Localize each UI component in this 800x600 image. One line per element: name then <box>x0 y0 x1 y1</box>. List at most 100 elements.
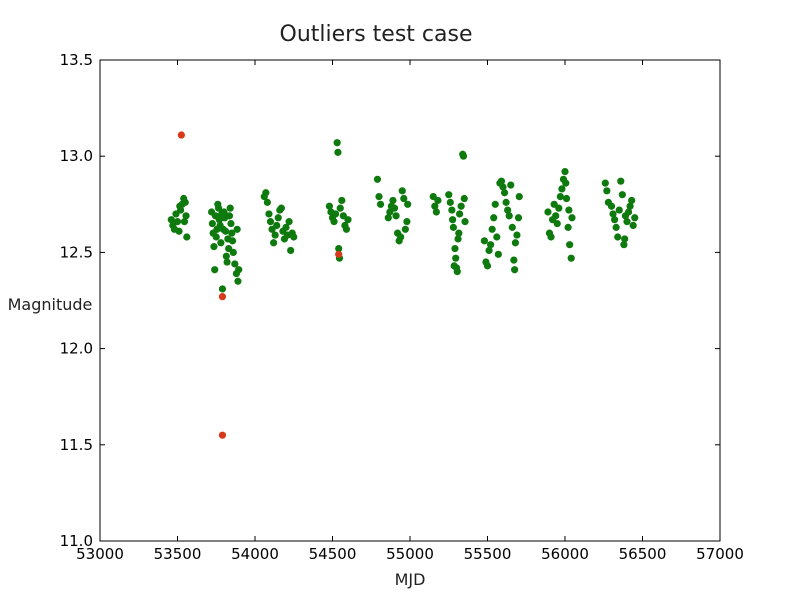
data-point <box>445 191 453 199</box>
x-tick-label: 57000 <box>696 545 744 563</box>
x-axis-label: MJD <box>395 570 426 589</box>
data-point <box>400 194 408 203</box>
data-point <box>515 193 523 201</box>
x-tick-label: 54000 <box>231 545 279 563</box>
data-point <box>490 214 498 222</box>
data-point <box>265 210 273 218</box>
data-point <box>274 214 282 222</box>
data-point <box>335 244 343 253</box>
data-point <box>432 208 440 216</box>
data-point <box>491 200 499 208</box>
data-point <box>493 233 501 241</box>
data-point <box>217 239 225 247</box>
data-point <box>333 139 341 147</box>
data-point <box>392 212 400 220</box>
data-point <box>544 208 552 216</box>
data-point <box>459 152 468 160</box>
chart-title: Outliers test case <box>280 22 473 47</box>
data-point <box>607 202 616 210</box>
data-point <box>457 202 465 210</box>
outlier-point <box>177 131 185 139</box>
data-point <box>325 202 333 210</box>
data-point <box>277 204 285 212</box>
data-point <box>618 191 626 199</box>
data-point <box>226 204 234 212</box>
data-point <box>508 223 516 231</box>
data-point <box>450 262 458 270</box>
x-tick-label: 53500 <box>154 545 202 563</box>
data-point <box>609 210 617 218</box>
data-point <box>332 210 340 218</box>
data-point <box>631 214 639 222</box>
data-point <box>282 223 290 231</box>
data-point <box>562 179 570 187</box>
data-point <box>453 268 461 276</box>
plot-area <box>99 59 721 542</box>
y-tick-label: 11.0 <box>60 532 93 550</box>
data-point <box>623 218 631 226</box>
data-point <box>338 196 346 205</box>
data-point <box>403 218 411 226</box>
data-point <box>451 244 459 253</box>
data-point <box>434 196 442 205</box>
data-point <box>513 231 521 239</box>
data-point <box>547 233 555 241</box>
data-point <box>214 204 223 212</box>
data-point <box>235 266 243 274</box>
data-point <box>480 237 488 245</box>
data-point <box>384 214 392 222</box>
data-point <box>285 218 293 226</box>
data-point <box>225 212 234 220</box>
data-point <box>221 227 230 235</box>
data-point <box>483 262 492 270</box>
data-point <box>273 221 281 230</box>
data-point <box>553 219 561 228</box>
data-point <box>567 254 575 262</box>
data-point <box>617 177 625 185</box>
data-point <box>500 189 509 197</box>
y-tick-label: 13.0 <box>60 147 93 165</box>
data-point <box>448 206 456 214</box>
data-point <box>231 260 239 268</box>
data-point <box>262 189 270 197</box>
data-point <box>499 183 507 191</box>
data-point <box>398 187 406 195</box>
y-tick-label: 12.0 <box>60 340 93 358</box>
data-point <box>210 243 218 251</box>
x-tick-label: 56000 <box>541 545 589 563</box>
data-point <box>566 241 574 249</box>
data-point <box>404 200 412 208</box>
data-point <box>488 225 496 233</box>
data-point <box>561 167 569 176</box>
data-point <box>505 212 513 220</box>
data-point <box>211 266 219 274</box>
data-point <box>222 252 230 260</box>
data-point <box>287 246 295 255</box>
data-point <box>373 175 382 183</box>
data-point <box>454 235 462 243</box>
data-point <box>497 177 506 185</box>
x-tick-label: 55500 <box>464 545 512 563</box>
data-point <box>562 194 571 203</box>
data-point <box>611 216 619 224</box>
outlier-point <box>218 431 227 439</box>
y-tick-label: 11.5 <box>60 436 93 454</box>
data-point <box>449 223 457 231</box>
data-point <box>614 233 622 241</box>
data-point <box>330 218 338 226</box>
data-point <box>175 227 183 235</box>
data-point <box>397 233 405 241</box>
data-point <box>456 210 464 218</box>
x-tick-label: 54500 <box>309 545 357 563</box>
x-tick-label: 56500 <box>619 545 667 563</box>
data-point <box>431 202 439 210</box>
data-point <box>558 185 566 193</box>
data-point <box>401 225 409 233</box>
data-point <box>507 181 515 189</box>
data-point <box>390 204 399 212</box>
data-point <box>234 277 242 285</box>
data-point <box>342 225 351 233</box>
data-point <box>334 148 342 156</box>
y-tick-label: 13.5 <box>60 51 93 69</box>
